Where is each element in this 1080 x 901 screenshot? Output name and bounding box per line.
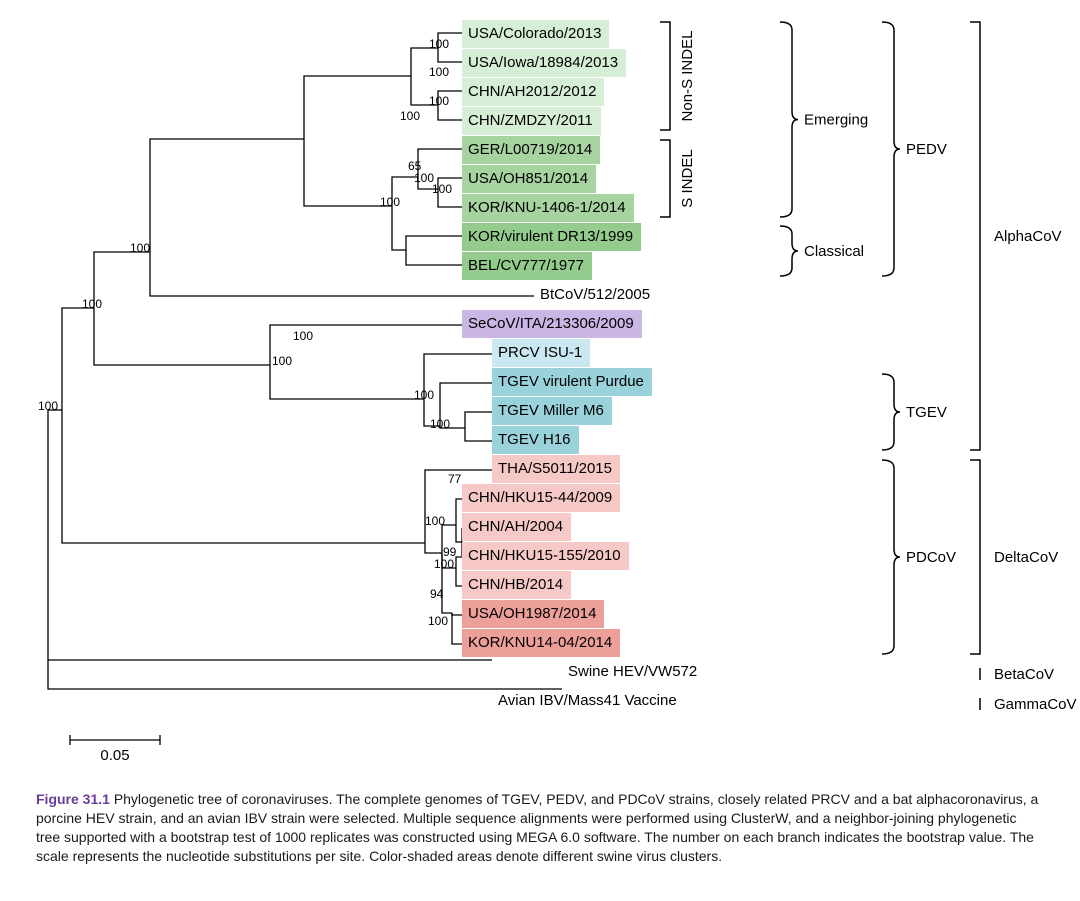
clade-bracket	[882, 22, 900, 276]
bootstrap-value: 100	[130, 241, 150, 255]
branch	[270, 365, 424, 399]
taxon-label: BEL/CV777/1977	[462, 252, 592, 280]
branch	[452, 613, 462, 644]
clade-label: Non-S INDEL	[679, 31, 696, 122]
taxon-label: CHN/HB/2014	[462, 571, 571, 599]
branch	[94, 308, 270, 365]
branch	[94, 252, 150, 308]
taxon-label: THA/S5011/2015	[492, 455, 620, 483]
bootstrap-value: 100	[430, 417, 450, 431]
branch	[406, 250, 462, 265]
taxon-label: USA/OH851/2014	[462, 165, 596, 193]
taxon-label: USA/Iowa/18984/2013	[462, 49, 626, 77]
clade-bracket	[780, 22, 798, 217]
clade-brackets: Non-S INDEL S INDEL Emerging Classical PEDV T…	[660, 22, 1077, 713]
clade-label: Emerging	[804, 112, 868, 129]
taxon-label: CHN/AH/2004	[462, 513, 571, 541]
branch	[406, 236, 462, 250]
figure-caption-text: Phylogenetic tree of coronaviruses. The …	[36, 791, 1038, 864]
bootstrap-value: 100	[293, 329, 313, 343]
bootstrap-value: 100	[380, 195, 400, 209]
bootstrap-value: 100	[432, 182, 452, 196]
branch	[48, 660, 562, 689]
bootstrap-value: 94	[430, 587, 444, 601]
clade-bracket	[970, 460, 980, 654]
taxon-label: TGEV H16	[492, 426, 579, 454]
clade-label: BetaCoV	[994, 666, 1054, 683]
taxon-label: Avian IBV/Mass41 Vaccine	[492, 687, 685, 715]
figure-number: Figure 31.1	[36, 791, 110, 807]
taxon-label: PRCV ISU-1	[492, 339, 590, 367]
taxon-label: TGEV virulent Purdue	[492, 368, 652, 396]
clade-label: GammaCoV	[994, 696, 1077, 713]
bootstrap-value: 100	[414, 388, 434, 402]
bootstrap-value: 100	[38, 399, 58, 413]
clade-label: TGEV	[906, 404, 947, 421]
branch	[392, 206, 406, 250]
bootstrap-value: 100	[82, 297, 102, 311]
taxon-label: CHN/HKU15-155/2010	[462, 542, 629, 570]
taxon-label: KOR/KNU14-04/2014	[462, 629, 620, 657]
clade-bracket	[970, 22, 980, 450]
bootstrap-value: 100	[425, 514, 445, 528]
taxon-label: SeCoV/ITA/213306/2009	[462, 310, 642, 338]
taxon-label: KOR/virulent DR13/1999	[462, 223, 641, 251]
figure-caption: Figure 31.1 Phylogenetic tree of coronav…	[36, 790, 1044, 866]
clade-label: DeltaCoV	[994, 549, 1058, 566]
taxon-label: CHN/HKU15-44/2009	[462, 484, 620, 512]
bootstrap-value: 77	[448, 472, 462, 486]
taxon-label: KOR/KNU-1406-1/2014	[462, 194, 634, 222]
clade-bracket	[882, 374, 900, 450]
bootstrap-value: 100	[272, 354, 292, 368]
bootstrap-value: 100	[400, 109, 420, 123]
clade-bracket	[660, 22, 670, 130]
branch	[424, 354, 492, 399]
clade-label: Classical	[804, 243, 864, 260]
taxon-label: TGEV Miller M6	[492, 397, 612, 425]
branch	[62, 410, 425, 543]
clade-bracket	[882, 460, 900, 654]
branch	[62, 308, 94, 410]
clade-label: AlphaCoV	[994, 228, 1062, 245]
bootstrap-value: 100	[429, 94, 449, 108]
clade-label: PEDV	[906, 141, 947, 158]
branch	[452, 613, 462, 615]
clade-label: S INDEL	[679, 149, 696, 207]
branch	[150, 139, 304, 252]
taxon-label: USA/Colorado/2013	[462, 20, 609, 48]
taxon-label: BtCoV/512/2005	[534, 281, 658, 309]
taxon-label: CHN/ZMDZY/2011	[462, 107, 601, 135]
branch	[465, 412, 492, 428]
taxon-label: USA/OH1987/2014	[462, 600, 604, 628]
bootstrap-value: 100	[429, 65, 449, 79]
taxon-label: GER/L00719/2014	[462, 136, 600, 164]
bootstrap-value: 100	[434, 557, 454, 571]
branch	[304, 76, 411, 139]
bootstrap-value: 100	[428, 614, 448, 628]
scale-bar-label: 0.05	[100, 747, 129, 764]
branch	[425, 543, 442, 553]
clade-bracket	[780, 226, 798, 276]
scale-bar: 0.05	[70, 735, 160, 764]
taxon-label: Swine HEV/VW572	[562, 658, 705, 686]
clade-bracket	[660, 140, 670, 217]
bootstrap-value: 100	[429, 37, 449, 51]
scale-bar-line	[70, 735, 160, 745]
branch	[304, 139, 392, 206]
clade-label: PDCoV	[906, 549, 956, 566]
taxon-label: CHN/AH2012/2012	[462, 78, 604, 106]
branch	[465, 428, 492, 441]
bootstrap-values: 1001001001001001001001001006510010010010…	[38, 37, 462, 628]
